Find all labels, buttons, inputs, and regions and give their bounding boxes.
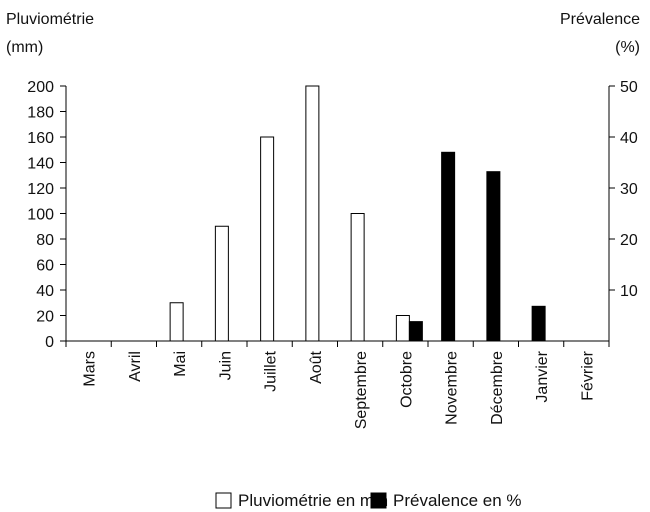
bar-pluviometrie (260, 136, 275, 342)
right-tick-label: 50 (620, 79, 638, 96)
legend: Pluviométrie en mm Prévalence en % (215, 491, 522, 510)
right-tick-label: 40 (620, 130, 638, 147)
bar-pluviometrie (305, 85, 320, 342)
plot-area: 0 20 40 60 80 100 120 140 160 180 200 10 20 30 40 50 Mar… (27, 79, 638, 429)
left-tick-label: 60 (36, 258, 54, 275)
category-label: Mai (172, 351, 189, 377)
left-tick-label: 200 (27, 79, 54, 96)
bar-pluviometrie (214, 225, 229, 342)
category-label: Janvier (534, 350, 551, 402)
right-tick-label: 10 (620, 283, 638, 300)
left-tick-label: 140 (27, 156, 54, 173)
legend-swatch-prevalence (370, 492, 387, 509)
bar-prevalence (486, 171, 501, 342)
category-label: Février (579, 350, 596, 400)
left-tick-label: 160 (27, 130, 54, 147)
right-tick-label: 30 (620, 181, 638, 198)
left-axis-title-line2: (mm) (6, 39, 43, 56)
category-label: Mars (82, 351, 99, 387)
legend-swatch-pluviometrie (215, 492, 232, 509)
category-label: Septembre (353, 351, 370, 429)
bar-pluviometrie (395, 315, 410, 342)
left-tick-label: 120 (27, 181, 54, 198)
category-label: Juin (217, 351, 234, 380)
right-axis-title-line1: Prévalence (560, 11, 640, 28)
left-tick-label: 40 (36, 283, 54, 300)
right-tick-label: 20 (620, 232, 638, 249)
left-axis-title-line1: Pluviométrie (6, 11, 94, 28)
category-label: Octobre (398, 351, 415, 408)
left-tick-label: 100 (27, 207, 54, 224)
legend-label-pluviometrie: Pluviométrie en mm (238, 491, 388, 510)
bar-pluviometrie (350, 213, 365, 342)
bar-pluviometrie (169, 302, 184, 342)
bar-prevalence (531, 305, 546, 342)
category-label: Novembre (444, 351, 461, 425)
left-tick-label: 0 (45, 334, 54, 351)
left-tick-label: 20 (36, 309, 54, 326)
legend-label-prevalence: Prévalence en % (393, 491, 522, 510)
bar-prevalence (408, 321, 423, 342)
left-tick-label: 180 (27, 105, 54, 122)
category-label: Avril (127, 351, 144, 382)
left-tick-label: 80 (36, 232, 54, 249)
category-label: Août (308, 350, 325, 383)
category-label: Décembre (489, 351, 506, 425)
bar-prevalence (441, 151, 456, 342)
right-axis-title-line2: (%) (615, 39, 640, 56)
category-label: Juillet (263, 350, 280, 391)
